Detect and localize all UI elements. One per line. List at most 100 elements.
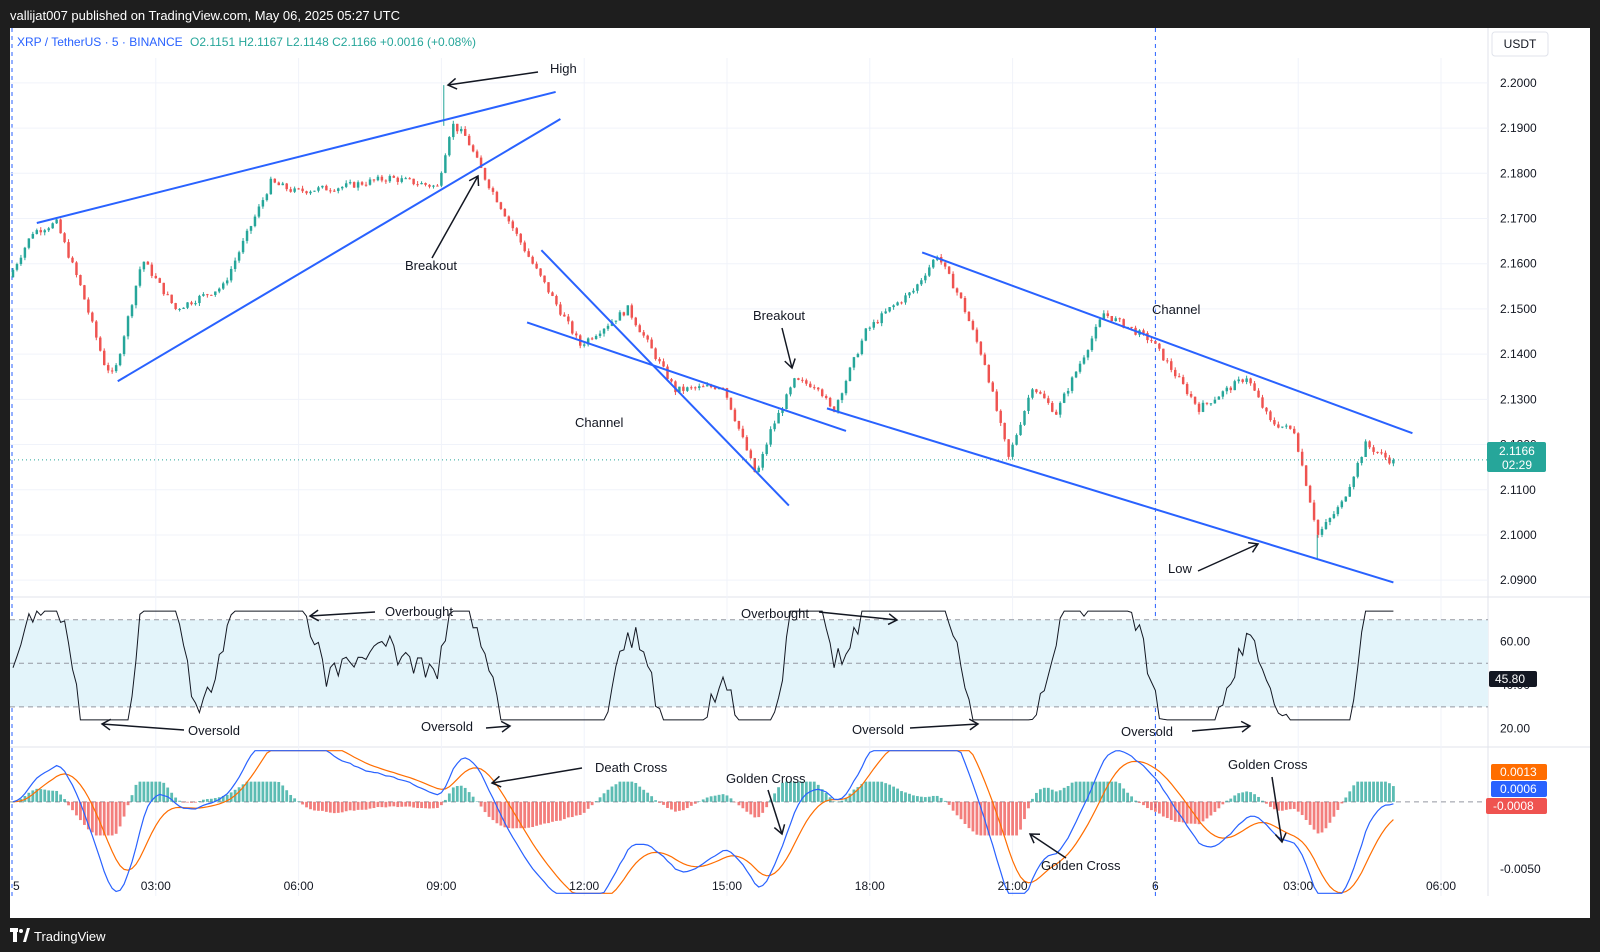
candle-body — [523, 242, 526, 252]
candle-body — [590, 338, 594, 340]
macd-histogram-bar — [360, 801, 364, 810]
macd-histogram-bar — [511, 801, 515, 829]
candle-body — [840, 393, 844, 401]
candle-body — [805, 380, 808, 384]
macd-histogram-bar — [991, 801, 995, 836]
macd-histogram-bar — [765, 801, 769, 808]
candle-body — [1055, 411, 1058, 415]
candle-body — [880, 313, 883, 324]
macd-histogram-bar — [336, 801, 340, 813]
candle-body — [178, 308, 181, 310]
macd-histogram-bar — [559, 801, 562, 821]
candle-body — [555, 295, 558, 305]
candle-body — [872, 322, 875, 328]
macd-histogram-bar — [213, 798, 217, 802]
macd-histogram-bar — [1165, 801, 1169, 819]
candle-body — [436, 185, 439, 187]
macd-histogram-bar — [1205, 801, 1209, 819]
macd-histogram-bar — [1284, 801, 1288, 810]
price-tick-label: 2.1600 — [1500, 257, 1537, 271]
macd-histogram-bar — [570, 801, 574, 818]
macd-histogram-bar — [35, 788, 39, 802]
macd-histogram-bar — [1288, 801, 1292, 810]
macd-histogram-bar — [836, 801, 840, 803]
time-tick-label: 6 — [1152, 879, 1159, 893]
macd-histogram-bar — [820, 789, 824, 802]
macd-histogram-bar — [1324, 801, 1328, 829]
macd-histogram-bar — [1070, 782, 1074, 802]
macd-histogram-bar — [209, 798, 213, 802]
macd-histogram-bar — [281, 785, 285, 802]
candle-body — [186, 302, 189, 308]
candle-body — [916, 284, 919, 291]
candle-body — [725, 388, 729, 398]
candle-body — [1209, 403, 1213, 405]
candle-body — [912, 290, 915, 293]
candle-body — [749, 450, 753, 459]
candle-body — [820, 389, 824, 397]
candle-body — [99, 337, 102, 351]
annotation-overbought: Overbought — [741, 606, 809, 621]
price-tick-label: 2.1300 — [1500, 392, 1537, 406]
macd-histogram-bar — [1292, 801, 1296, 809]
candle-body — [543, 275, 546, 283]
candle-body — [1110, 315, 1113, 322]
macd-histogram-bar — [586, 801, 590, 809]
candle-body — [682, 386, 685, 391]
annotation-golden-cross: Golden Cross — [1228, 757, 1308, 772]
grid-layer — [10, 28, 1488, 896]
candle-body — [1392, 459, 1395, 464]
symbol-label[interactable]: XRP / TetherUS · 5 · BINANCE — [17, 35, 183, 49]
chart-frame[interactable]: High Breakout Breakout Channel Channel Low Ove… — [10, 28, 1590, 918]
candle-body — [999, 410, 1002, 423]
macd-histogram-bar — [812, 781, 816, 802]
macd-histogram-bar — [832, 801, 836, 802]
macd-histogram-bar — [289, 794, 293, 802]
candle-body — [1181, 377, 1185, 385]
macd-histogram-bar — [273, 781, 277, 802]
macd-histogram-bar — [1229, 798, 1233, 802]
macd-histogram-bar — [63, 799, 66, 802]
candle-body — [372, 179, 376, 181]
candle-body — [904, 295, 907, 303]
macd-histogram-bar — [428, 801, 431, 809]
price-tick-label: 2.1400 — [1500, 347, 1537, 361]
candle-body — [571, 321, 574, 334]
macd-histogram-bar — [939, 797, 943, 802]
candle-body — [785, 394, 788, 410]
currency-button[interactable] — [1491, 31, 1549, 57]
candle-body — [1142, 330, 1145, 334]
chart-canvas[interactable]: High Breakout Breakout Channel Channel Low Ove… — [10, 28, 1590, 918]
candle-body — [1384, 452, 1387, 458]
candle-body — [1106, 313, 1110, 316]
candle-body — [146, 261, 150, 265]
annotation-death-cross: Death Cross — [595, 760, 668, 775]
candle-body — [190, 302, 193, 305]
tradingview-logo-icon[interactable] — [10, 928, 30, 942]
macd-histogram-bar — [1352, 785, 1356, 802]
macd-histogram-bar — [1114, 781, 1118, 802]
candle-body — [705, 385, 709, 387]
macd-histogram-bar — [1360, 781, 1364, 802]
candle-body — [511, 221, 515, 229]
macd-histogram-bar — [495, 801, 499, 824]
candle-body — [737, 420, 741, 429]
candle-body — [35, 230, 39, 234]
macd-line-value: 0.0006 — [1500, 782, 1537, 796]
candle-body — [499, 202, 503, 210]
time-tick-label: 09:00 — [426, 879, 456, 893]
candle-body — [233, 260, 237, 269]
last-price-value: 2.1166 — [1499, 444, 1535, 458]
candle-body — [134, 285, 138, 306]
macd-line — [12, 750, 1394, 894]
candle-body — [1201, 402, 1205, 412]
macd-histogram-bar — [1368, 781, 1371, 802]
candle-body — [95, 321, 98, 338]
macd-histogram-bar — [98, 801, 102, 836]
macd-histogram-bar — [491, 801, 495, 821]
candle-body — [1122, 319, 1125, 328]
macd-histogram-bar — [356, 801, 360, 810]
candle-body — [1174, 369, 1177, 377]
macd-histogram-bar — [638, 786, 642, 802]
macd-histogram-bar — [785, 781, 788, 802]
